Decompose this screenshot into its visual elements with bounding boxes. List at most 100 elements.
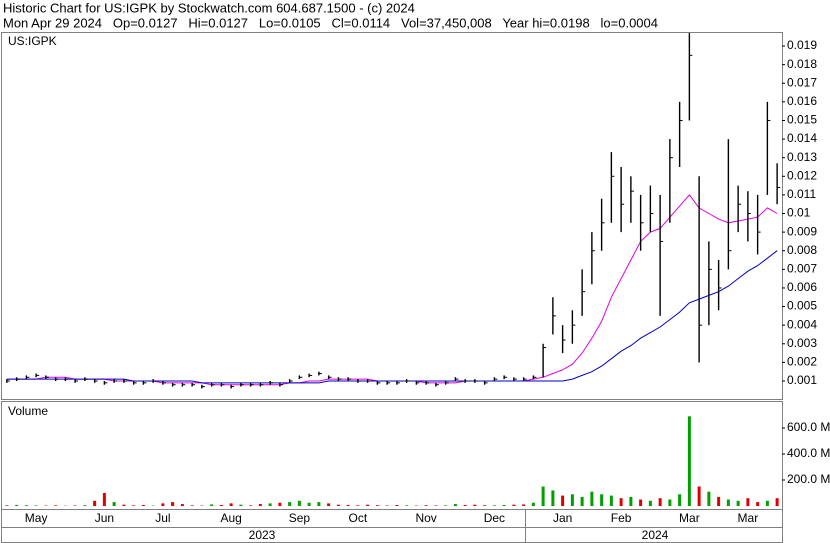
volume-bar bbox=[15, 504, 19, 506]
volume-bar bbox=[648, 500, 652, 506]
x-tick-label: Nov bbox=[415, 511, 436, 525]
volume-bar bbox=[502, 504, 506, 506]
y-tick-label: 600.0 M bbox=[787, 420, 830, 434]
volume-bar bbox=[190, 505, 194, 506]
x-tick-label: Aug bbox=[220, 511, 241, 525]
y-tick-label: 0.003 bbox=[787, 336, 817, 350]
volume-bar bbox=[726, 499, 730, 506]
volume-bar bbox=[210, 504, 214, 506]
volume-bar bbox=[93, 500, 97, 506]
volume-bar bbox=[112, 502, 116, 506]
x-tick-label: May bbox=[25, 511, 48, 525]
volume-bar bbox=[561, 495, 565, 506]
volume-bar bbox=[531, 502, 535, 506]
x-tick-label: Dec bbox=[484, 511, 505, 525]
volume-bar bbox=[249, 505, 253, 506]
y-tick-label: 0.001 bbox=[787, 373, 817, 387]
volume-bar bbox=[132, 505, 136, 506]
x-tick-label: Jun bbox=[95, 511, 114, 525]
price-panel-title: US:IGPK bbox=[8, 34, 57, 48]
x-tick-label: Feb bbox=[611, 511, 632, 525]
volume-bar bbox=[83, 505, 87, 506]
x-tick-label: Jan bbox=[553, 511, 572, 525]
volume-bar bbox=[541, 486, 545, 506]
volume-bar bbox=[473, 504, 477, 506]
volume-bar bbox=[629, 496, 633, 506]
volume-bar bbox=[258, 504, 262, 506]
volume-bar bbox=[434, 505, 438, 506]
x-tick-label: Jul bbox=[155, 511, 170, 525]
volume-bar bbox=[171, 502, 175, 506]
x-tick-label: Mar bbox=[738, 511, 759, 525]
volume-bar bbox=[639, 499, 643, 506]
y-tick-label: 0.002 bbox=[787, 355, 817, 369]
volume-bar bbox=[765, 500, 769, 506]
header-quote: Mon Apr 29 2024 Op=0.0127 Hi=0.0127 Lo=0… bbox=[3, 15, 658, 30]
volume-bar bbox=[327, 503, 331, 506]
volume-bar bbox=[551, 490, 555, 506]
volume-bar bbox=[590, 491, 594, 506]
volume-bar bbox=[463, 504, 467, 506]
volume-bar bbox=[424, 505, 428, 506]
volume-bar bbox=[102, 493, 106, 506]
y-tick-label: 0.017 bbox=[787, 75, 817, 89]
volume-bar bbox=[239, 504, 243, 506]
volume-bar bbox=[668, 499, 672, 506]
volume-bar bbox=[658, 498, 662, 506]
y-tick-label: 0.012 bbox=[787, 168, 817, 182]
volume-bar bbox=[395, 504, 399, 506]
volume-bar bbox=[746, 498, 750, 506]
volume-bar bbox=[775, 498, 779, 506]
volume-bar bbox=[268, 503, 272, 506]
y-tick-label: 0.013 bbox=[787, 150, 817, 164]
volume-bar bbox=[54, 505, 58, 506]
volume-bar bbox=[444, 505, 448, 506]
volume-bar bbox=[756, 502, 760, 506]
volume-bar bbox=[522, 504, 526, 506]
volume-bar bbox=[697, 486, 701, 506]
volume-bar bbox=[580, 496, 584, 506]
x-tick-label: Mar bbox=[679, 511, 700, 525]
volume-bar bbox=[219, 504, 223, 506]
volume-bar bbox=[336, 504, 340, 506]
volume-bar bbox=[34, 505, 38, 506]
y-tick-label: 0.018 bbox=[787, 57, 817, 71]
y-tick-label: 0.005 bbox=[787, 299, 817, 313]
volume-bar bbox=[229, 503, 233, 506]
volume-bar bbox=[717, 496, 721, 506]
volume-bar bbox=[570, 494, 574, 506]
volume-bar bbox=[678, 494, 682, 506]
volume-bar bbox=[492, 505, 496, 506]
volume-bar bbox=[609, 495, 613, 506]
volume-bar bbox=[453, 504, 457, 506]
price-panel bbox=[1, 32, 783, 400]
volume-bar bbox=[736, 500, 740, 506]
volume-panel-title: Volume bbox=[8, 404, 48, 418]
volume-bar bbox=[356, 505, 360, 506]
volume-bar bbox=[297, 500, 301, 506]
volume-bar bbox=[161, 503, 165, 506]
volume-bar bbox=[278, 502, 282, 506]
moving-average bbox=[6, 250, 778, 384]
year-label: 2023 bbox=[249, 528, 276, 542]
x-tick-label: Sep bbox=[289, 511, 311, 525]
volume-bar bbox=[5, 505, 9, 506]
volume-bar bbox=[687, 416, 691, 506]
volume-bar bbox=[346, 504, 350, 506]
volume-bar bbox=[619, 498, 623, 506]
y-tick-label: 0.007 bbox=[787, 262, 817, 276]
volume-bar bbox=[600, 494, 604, 506]
y-tick-label: 0.016 bbox=[787, 94, 817, 108]
y-tick-label: 400.0 M bbox=[787, 446, 830, 460]
volume-bar bbox=[366, 504, 370, 506]
volume-bar bbox=[73, 505, 77, 506]
volume-bar bbox=[483, 505, 487, 506]
volume-bar bbox=[307, 502, 311, 506]
volume-bar bbox=[141, 504, 145, 506]
volume-bar bbox=[375, 505, 379, 506]
header-title: Historic Chart for US:IGPK by Stockwatch… bbox=[3, 0, 415, 15]
volume-bar bbox=[405, 505, 409, 506]
volume-bar bbox=[180, 504, 184, 506]
